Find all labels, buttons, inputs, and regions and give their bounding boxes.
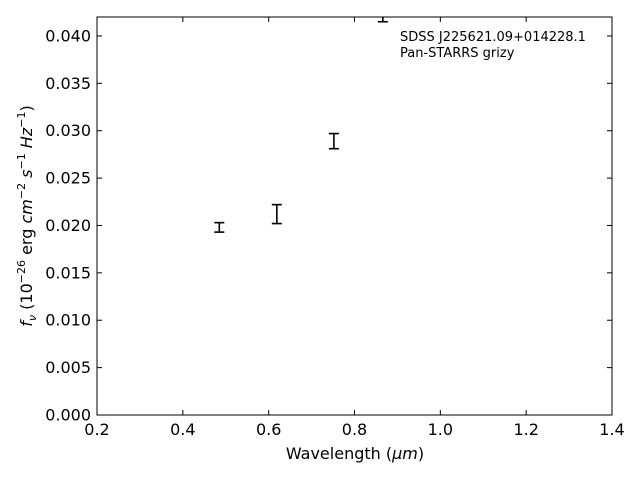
x-axis-label: Wavelength (μm) — [286, 444, 424, 463]
x-tick-label: 0.8 — [342, 420, 367, 439]
annotation-survey-name: Pan-STARRS grizy — [400, 46, 515, 61]
y-axis-label: fν (10−26 erg cm−2 s−1 Hz−1) — [15, 105, 39, 326]
y-tick-label: 0.000 — [45, 406, 91, 425]
error-bar-point — [271, 203, 282, 225]
y-tick-label: 0.005 — [45, 358, 91, 377]
x-tick-label: 0.4 — [170, 420, 195, 439]
x-tick-label: 0.2 — [84, 420, 109, 439]
error-bar-point — [377, 17, 388, 23]
plot-frame — [96, 16, 613, 416]
x-tick-label: 1.0 — [428, 420, 453, 439]
x-tick-label: 1.2 — [513, 420, 538, 439]
x-tick-label: 0.6 — [256, 420, 281, 439]
y-tick-label: 0.030 — [45, 121, 91, 140]
error-bar-point — [214, 221, 225, 233]
y-tick-label: 0.040 — [45, 26, 91, 45]
x-axis-ticks: 0.2 0.4 0.6 0.8 1.0 1.2 1.4 — [84, 17, 625, 439]
y-tick-label: 0.025 — [45, 169, 91, 188]
error-bar-point — [328, 132, 339, 150]
annotation-object-name: SDSS J225621.09+014228.1 — [400, 30, 586, 45]
y-tick-label: 0.020 — [45, 216, 91, 235]
y-axis-ticks: 0.000 0.005 0.010 0.015 0.020 0.025 0.030 0.035… — [45, 26, 612, 425]
error-bars — [214, 17, 388, 233]
y-tick-label: 0.010 — [45, 311, 91, 330]
y-tick-label: 0.035 — [45, 74, 91, 93]
x-tick-label: 1.4 — [599, 420, 624, 439]
y-tick-label: 0.015 — [45, 263, 91, 282]
